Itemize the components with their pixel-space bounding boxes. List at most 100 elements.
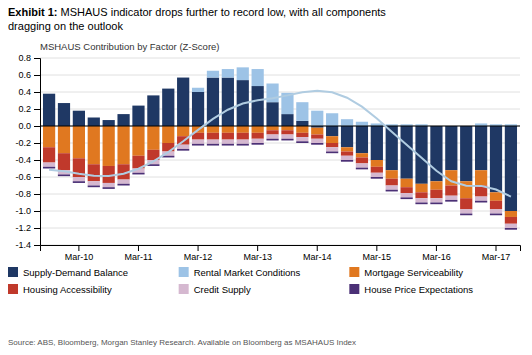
y-tick: 0.8 [18, 53, 40, 63]
bar [207, 140, 219, 144]
legend-label: Credit Supply [194, 284, 251, 295]
bar [58, 153, 70, 170]
subtitle: MSHAUS Contribution by Factor (Z-Score) [40, 41, 220, 52]
grid-line [40, 75, 520, 76]
tick-mark [376, 245, 377, 251]
y-tick: -0.6 [15, 172, 40, 182]
legend-label: House Price Expectations [364, 284, 473, 295]
tick-mark [34, 92, 40, 93]
bar [296, 133, 308, 137]
legend-swatch [179, 284, 189, 294]
bar [490, 126, 502, 192]
tick-mark [34, 211, 40, 212]
bar [326, 136, 338, 143]
bar [326, 143, 338, 147]
axis-line [41, 246, 521, 252]
bar [147, 95, 159, 126]
bar [252, 143, 264, 145]
bar [58, 126, 70, 153]
title-line: MSHAUS indicator drops further to record… [58, 6, 387, 18]
bar [341, 126, 353, 147]
bar [490, 201, 502, 210]
bar [73, 126, 85, 158]
bar [296, 141, 308, 143]
bar [192, 92, 204, 126]
bar [341, 147, 353, 151]
bar [475, 201, 487, 203]
tick-label: -0.4 [15, 155, 31, 165]
bar [132, 173, 144, 175]
bar [281, 135, 293, 139]
legend-swatch [349, 267, 359, 277]
bar [103, 120, 115, 126]
bar [386, 186, 398, 190]
bar [43, 163, 55, 167]
bar [73, 111, 85, 126]
bar [117, 114, 129, 126]
marks [40, 67, 520, 229]
bar [386, 170, 398, 179]
legend-label: Housing Accessibility [23, 284, 112, 295]
bar [386, 190, 398, 192]
bar [505, 211, 517, 217]
bar [252, 86, 264, 126]
bar [192, 88, 204, 92]
x-axis: Mar-10Mar-11Mar-12Mar-13Mar-14Mar-15Mar-… [41, 245, 521, 262]
bar [401, 197, 413, 199]
bar [356, 153, 368, 157]
tick-label: Mar-14 [303, 252, 332, 262]
y-axis: -1.4-1.2-1.0-0.8-0.6-0.4-0.20.00.20.40.6… [15, 53, 40, 250]
bar [371, 173, 383, 177]
bar [192, 144, 204, 146]
title-bold: Exhibit 1: [8, 6, 58, 18]
bar [415, 198, 427, 202]
y-tick: 0.2 [18, 104, 40, 114]
tick-label: 0.6 [18, 70, 31, 80]
bar [207, 126, 219, 133]
y-tick: 0.6 [18, 70, 40, 80]
bar [103, 183, 115, 187]
bar [266, 139, 278, 141]
tick-label: Mar-11 [125, 252, 153, 262]
bar [43, 126, 55, 147]
bar [401, 126, 413, 179]
bar [162, 143, 174, 152]
bar [237, 126, 249, 133]
title-line: dragging on the outlook [8, 20, 123, 32]
tick-mark [34, 194, 40, 195]
tick-mark [34, 75, 40, 76]
bar [445, 200, 457, 202]
bar [445, 196, 457, 200]
tick-mark [496, 245, 497, 251]
x-tick: Mar-17 [482, 245, 511, 262]
bar-series [43, 139, 517, 230]
tick-label: -0.6 [15, 172, 31, 182]
bar [311, 111, 323, 126]
bar [117, 126, 129, 164]
title: Exhibit 1: MSHAUS indicator drops furthe… [8, 6, 386, 32]
bar [252, 133, 264, 139]
bar [401, 187, 413, 193]
tick-label: Mar-17 [482, 252, 511, 262]
bar [475, 197, 487, 201]
annotation: Source: ABS, Bloomberg, Morgan Stanley R… [8, 338, 356, 347]
tick-label: 0.4 [18, 87, 31, 97]
bar [490, 192, 502, 201]
bar [237, 140, 249, 144]
bar [460, 198, 472, 209]
bar [222, 144, 234, 146]
bar [490, 214, 502, 216]
bar [58, 103, 70, 126]
legend-item: Housing Accessibility [8, 284, 112, 295]
bar [88, 126, 100, 164]
legend-item: Credit Supply [179, 284, 251, 295]
tick-label: Mar-16 [422, 252, 451, 262]
bar [177, 78, 189, 126]
bar [311, 135, 323, 139]
bar-series [43, 135, 517, 229]
x-tick: Mar-12 [184, 245, 213, 262]
bar [475, 126, 487, 170]
bar [356, 163, 368, 167]
bar [266, 135, 278, 139]
bar [88, 186, 100, 188]
